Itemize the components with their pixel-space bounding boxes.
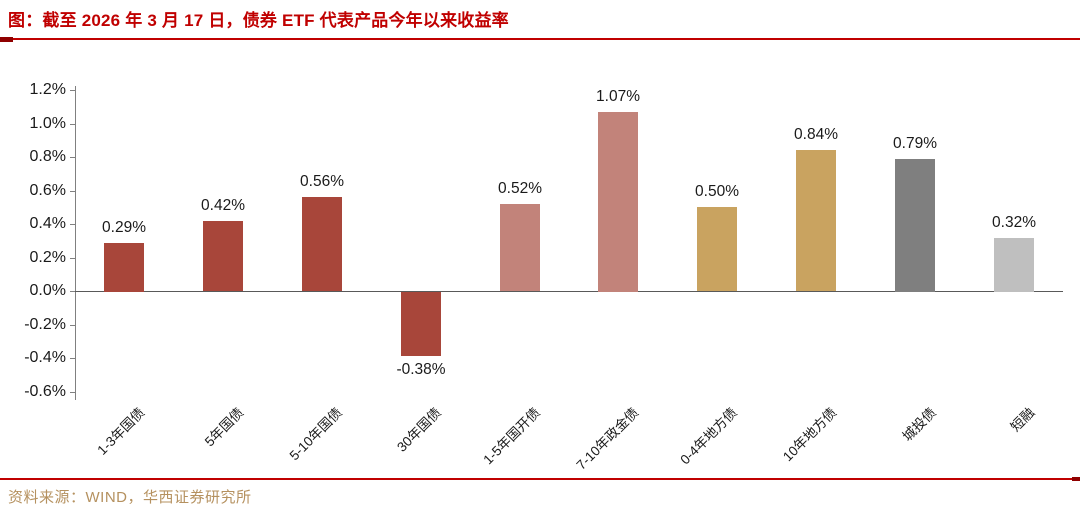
y-axis-tick [70, 291, 75, 292]
y-axis-tick-label: 0.4% [29, 215, 66, 232]
y-axis-tick [70, 157, 75, 158]
x-axis-label-text: 短融 [1007, 404, 1038, 435]
y-axis-tick [70, 191, 75, 192]
y-axis-tick-label: -0.4% [24, 349, 66, 366]
title-divider-line [0, 38, 1080, 40]
y-axis-tick [70, 124, 75, 125]
y-axis-tick [70, 90, 75, 91]
bar [500, 204, 540, 291]
figure-title: 图：截至 2026 年 3 月 17 日，债券 ETF 代表产品今年以来收益率 [8, 11, 509, 30]
data-source-note: 资料来源：WIND，华西证券研究所 [8, 489, 252, 506]
bar [994, 238, 1034, 292]
bar [697, 207, 737, 291]
bar-value-label: 0.56% [300, 173, 344, 190]
footer-divider-right-cap [1072, 477, 1080, 481]
y-axis-tick [70, 325, 75, 326]
bar-value-label: 0.52% [498, 180, 542, 197]
bar-value-label: 0.50% [695, 183, 739, 200]
bar-value-label: 0.84% [794, 126, 838, 143]
footer-divider-line [0, 478, 1080, 480]
bar [796, 150, 836, 291]
x-axis-label-text: 7-10年政金债 [573, 404, 642, 473]
x-axis-label-text: 5年国债 [201, 404, 247, 450]
y-axis-tick-label: -0.2% [24, 316, 66, 333]
y-axis-tick-label: 1.2% [29, 81, 66, 98]
y-axis-tick-label: 0.6% [29, 182, 66, 199]
x-axis-label-text: 0-4年地方债 [677, 404, 741, 468]
zero-baseline [75, 291, 1063, 292]
y-axis-tick [70, 358, 75, 359]
bar-value-label: 0.42% [201, 197, 245, 214]
y-axis-tick-label: 1.0% [29, 115, 66, 132]
bar-chart: 1.2% 1.0% 0.8% 0.6% 0.4% 0.2% 0.0% -0.2% -0.4% -0… [0, 60, 1080, 473]
bar [401, 292, 441, 356]
y-axis-tick-label: 0.2% [29, 249, 66, 266]
bar [302, 197, 342, 291]
x-axis-label-text: 1-5年国开债 [480, 404, 544, 468]
y-axis-line [75, 86, 76, 400]
x-axis-label-text: 30年国债 [394, 404, 445, 455]
bar-value-label: -0.38% [396, 361, 446, 378]
bar [104, 243, 144, 292]
x-axis-label-text: 5-10年国债 [287, 404, 346, 464]
x-axis-label-text: 10年地方债 [780, 404, 840, 465]
bar-value-label: 0.32% [992, 214, 1036, 231]
bar-value-label: 1.07% [596, 88, 640, 105]
y-axis-tick-label: 0.8% [29, 148, 66, 165]
bar-value-label: 0.29% [102, 219, 146, 236]
y-axis-tick [70, 224, 75, 225]
bar-value-label: 0.79% [893, 135, 937, 152]
title-divider-left-cap [0, 37, 13, 42]
y-axis-tick [70, 392, 75, 393]
x-axis-label-text: 1-3年国债 [94, 404, 148, 458]
y-axis-tick [70, 258, 75, 259]
bar [895, 159, 935, 292]
y-axis-tick-label: 0.0% [29, 282, 66, 299]
bar [598, 112, 638, 292]
y-axis-tick-label: -0.6% [24, 383, 66, 400]
x-axis-label-text: 城投债 [899, 404, 939, 445]
bar [203, 221, 243, 291]
